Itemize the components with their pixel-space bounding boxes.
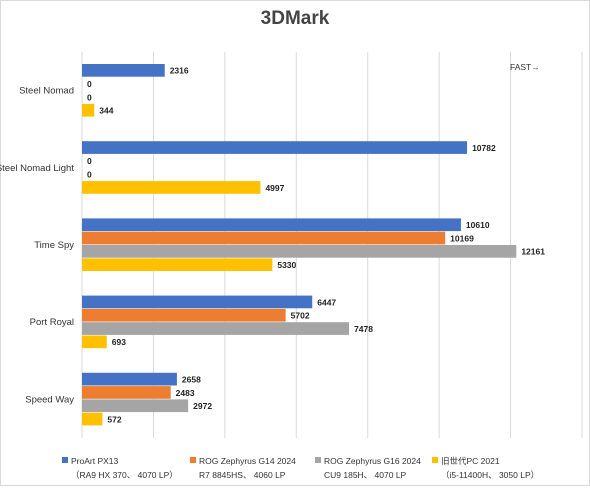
bar xyxy=(82,412,103,426)
category-label: Steel Nomad xyxy=(19,86,74,97)
value-labels: 2316 0 0 344 10782 0 0 4997 10610 10169 12161 5330 6… xyxy=(87,66,545,425)
bar xyxy=(82,372,177,386)
chart-title: 3DMark xyxy=(261,8,330,29)
bar xyxy=(82,322,350,335)
data-label: 10610 xyxy=(466,220,490,230)
data-label: 2483 xyxy=(176,388,195,398)
category-label: Steel Nomad Light xyxy=(0,163,74,174)
fast-annotation: FAST→ xyxy=(510,62,540,72)
data-label: 6447 xyxy=(317,297,336,307)
data-label: 0 xyxy=(87,79,92,89)
bar xyxy=(82,386,171,399)
bar xyxy=(82,103,95,117)
bars xyxy=(82,64,517,426)
bar xyxy=(82,231,446,245)
bar xyxy=(82,335,107,349)
data-label: 2316 xyxy=(170,66,189,76)
legend-sublabel: R7 8845HS、 4060 LP xyxy=(199,470,286,480)
legend-swatch xyxy=(62,457,68,463)
data-label: 693 xyxy=(112,337,126,347)
data-label: 4997 xyxy=(265,183,284,193)
data-label: 0 xyxy=(87,156,92,166)
legend-swatch xyxy=(315,457,321,463)
legend-label: ROG Zephyrus G14 2024 xyxy=(199,456,296,466)
bar xyxy=(82,181,261,194)
data-label: 572 xyxy=(107,414,121,424)
legend-swatch xyxy=(190,457,196,463)
category-label: Port Royal xyxy=(30,317,74,328)
bar xyxy=(82,141,468,154)
category-labels: Steel Nomad Steel Nomad Light Time Spy Port… xyxy=(0,86,74,406)
category-label: Speed Way xyxy=(25,394,74,405)
legend-sublabel: CU9 185H、 4070 LP xyxy=(324,470,407,480)
bar xyxy=(82,218,461,232)
data-label: 2658 xyxy=(182,374,201,384)
legend-label: 旧世代PC 2021 xyxy=(441,456,500,466)
bar xyxy=(82,64,165,77)
data-label: 7478 xyxy=(354,324,373,334)
legend-swatch xyxy=(432,457,438,463)
legend-label: ProArt PX13 xyxy=(71,456,119,466)
data-label: 0 xyxy=(87,169,92,179)
legend-label: ROG Zephyrus G16 2024 xyxy=(324,456,421,466)
data-label: 5330 xyxy=(277,260,296,270)
bar xyxy=(82,295,313,309)
data-label: 2972 xyxy=(193,401,212,411)
data-label: 344 xyxy=(99,106,113,116)
data-label: 10782 xyxy=(472,143,496,153)
legend-sublabel: （RA9 HX 370、 4070 LP） xyxy=(71,470,178,480)
category-label: Time Spy xyxy=(34,240,74,251)
data-label: 5702 xyxy=(291,311,310,321)
bar xyxy=(82,245,517,258)
bar xyxy=(82,399,189,413)
data-label: 0 xyxy=(87,92,92,102)
data-label: 10169 xyxy=(450,233,474,243)
bar xyxy=(82,258,273,271)
legend: ProArt PX13 （RA9 HX 370、 4070 LP） ROG Zeph… xyxy=(62,456,539,480)
data-label: 12161 xyxy=(521,247,545,257)
legend-sublabel: （i5-11400H、 3050 LP） xyxy=(441,470,539,480)
bar xyxy=(82,308,286,322)
